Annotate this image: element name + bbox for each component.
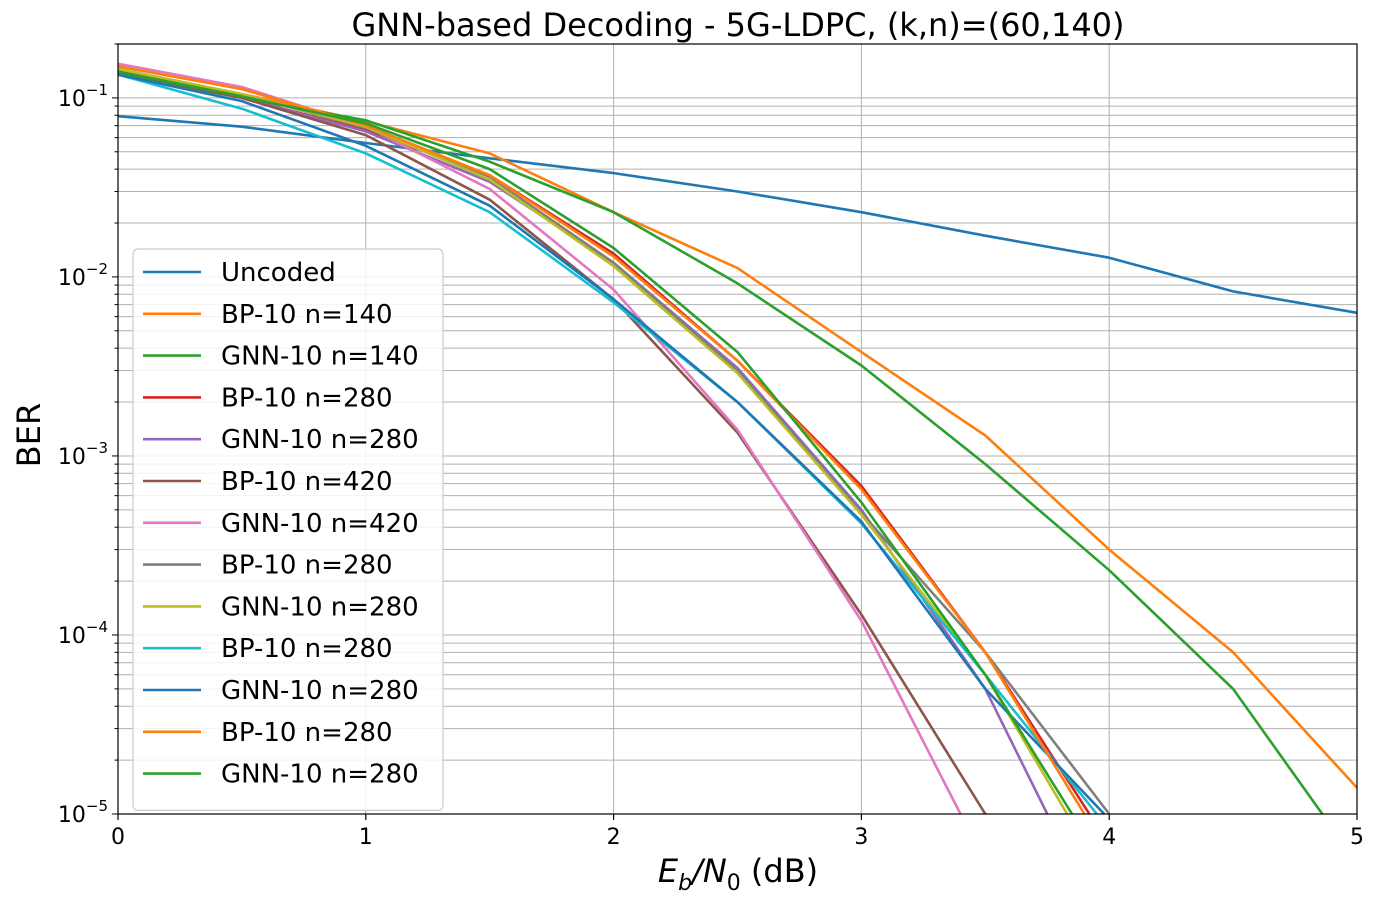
- series-line-10: [117, 73, 1098, 815]
- legend-label: BP-10 n=280: [221, 551, 393, 581]
- legend-label: BP-10 n=140: [221, 300, 393, 330]
- legend-label: GNN-10 n=280: [221, 425, 419, 455]
- legend-box: [132, 248, 444, 812]
- y-axis-label: BER: [10, 403, 48, 467]
- series-line-7: [117, 62, 962, 815]
- series-line-13: [117, 70, 1074, 815]
- series-line-11: [117, 73, 1106, 815]
- legend-label: BP-10 n=280: [221, 718, 393, 748]
- x-tick-label: 3: [854, 825, 868, 850]
- legend-label: GNN-10 n=420: [221, 509, 419, 539]
- legend-label: BP-10 n=420: [221, 467, 393, 497]
- x-tick-label: 4: [1102, 825, 1116, 850]
- x-axis-label: Eb/N0 (dB): [658, 852, 818, 896]
- plot-frame: [117, 43, 1358, 815]
- chart-title: GNN-based Decoding - 5G-LDPC, (k,n)=(60,…: [351, 6, 1124, 44]
- legend-label: Uncoded: [221, 258, 336, 288]
- series-line-12: [117, 65, 1086, 815]
- x-tick-label: 2: [607, 825, 621, 850]
- legend-label: BP-10 n=280: [221, 383, 393, 413]
- y-axis-ticks: 10−1 10−2 10−3 10−4 10−5: [58, 43, 118, 828]
- legend: Uncoded BP-10 n=140 GNN-10 n=140 BP-10 n=28…: [132, 248, 444, 812]
- y-tick-label: 10−2: [58, 260, 108, 291]
- y-tick-label: 10−5: [58, 797, 108, 828]
- series-line-6: [117, 70, 987, 815]
- x-tick-label: 5: [1350, 825, 1364, 850]
- y-tick-label: 10−4: [58, 618, 108, 649]
- legend-label: GNN-10 n=140: [221, 342, 419, 372]
- y-tick-label: 10−1: [58, 81, 108, 112]
- legend-label: GNN-10 n=280: [221, 760, 419, 790]
- series-lines: [117, 62, 1358, 815]
- x-axis-ticks: 0 1 2 3 4 5: [111, 814, 1364, 850]
- x-tick-label: 0: [111, 825, 125, 850]
- legend-label: GNN-10 n=280: [221, 592, 419, 622]
- x-tick-label: 1: [359, 825, 373, 850]
- y-tick-label: 10−3: [58, 439, 108, 470]
- legend-label: BP-10 n=280: [221, 634, 393, 664]
- legend-label: GNN-10 n=280: [221, 676, 419, 706]
